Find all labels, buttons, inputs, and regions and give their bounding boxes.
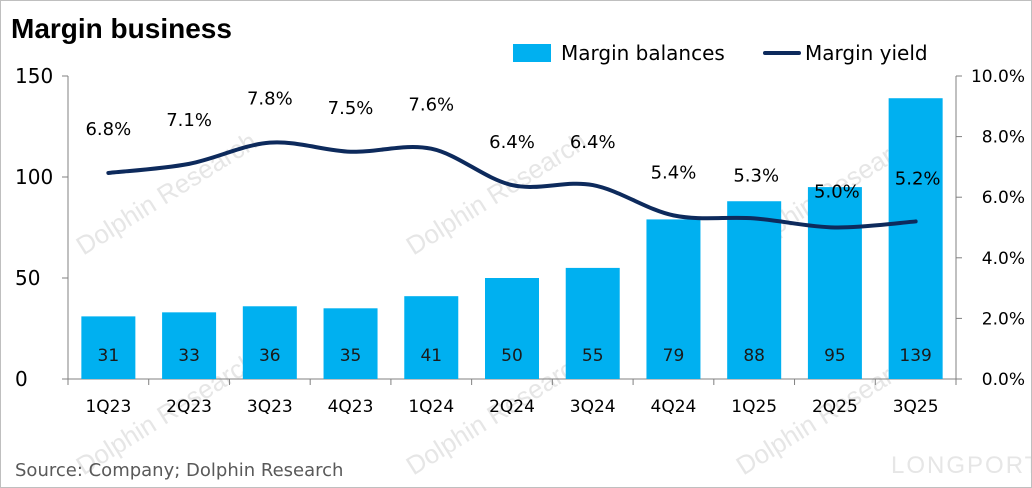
bar-value-label: 36	[259, 346, 281, 366]
x-tick-label: 4Q23	[328, 397, 374, 417]
x-tick-label: 1Q25	[731, 397, 777, 417]
x-tick-label: 2Q25	[812, 397, 858, 417]
bar-margin-balance	[404, 296, 459, 379]
bar-margin-balance	[485, 278, 539, 379]
y-right-tick-label: 10.0%	[971, 67, 1025, 87]
y-right-tick-label: 6.0%	[982, 188, 1025, 208]
y-right-tick-label: 8.0%	[982, 128, 1025, 148]
line-value-label: 6.4%	[489, 132, 535, 153]
line-value-label: 6.4%	[570, 132, 616, 153]
bar-margin-balance	[81, 316, 136, 379]
line-margin-yield	[106, 140, 918, 230]
bar-value-label: 41	[420, 346, 442, 366]
line-value-label: 5.3%	[733, 165, 779, 186]
legend-swatch-bar	[513, 44, 551, 62]
x-tick-label: 1Q23	[85, 397, 131, 417]
bar-margin-balance	[727, 201, 782, 379]
bar-value-label: 55	[582, 346, 604, 366]
bar-margin-balance	[242, 306, 297, 379]
y-right-tick-label: 0.0%	[982, 370, 1025, 390]
bar-value-label: 31	[98, 346, 120, 366]
bar-value-label: 95	[824, 346, 846, 366]
bar-margin-balance	[162, 312, 217, 379]
y-left-tick-label: 150	[15, 64, 53, 88]
x-tick-label: 2Q24	[489, 397, 535, 417]
bar-value-label: 50	[501, 346, 523, 366]
x-tick-label: 3Q23	[247, 397, 293, 417]
line-value-label: 5.0%	[814, 182, 860, 203]
x-tick-label: 4Q24	[651, 397, 697, 417]
line-value-label: 7.1%	[166, 110, 212, 131]
y-left-tick-label: 100	[15, 165, 53, 189]
bar-margin-balance	[565, 267, 620, 379]
bar-margin-balance	[888, 98, 943, 379]
legend-label-margin-yield: Margin yield	[805, 41, 928, 65]
line-value-label: 7.6%	[408, 95, 454, 116]
watermark-brand: LONGPORT	[891, 452, 1031, 479]
chart-title: Margin business	[11, 13, 232, 44]
bar-margin-balance	[646, 219, 701, 379]
y-left-tick-label: 50	[15, 266, 40, 290]
bar-margin-balance	[323, 308, 378, 379]
bar-margin-balance	[807, 187, 862, 379]
x-tick-label: 1Q24	[408, 397, 454, 417]
x-tick-label: 3Q25	[893, 397, 939, 417]
legend-swatch-line	[763, 51, 801, 55]
bar-value-label: 33	[178, 346, 200, 366]
legend-label-margin-balances: Margin balances	[561, 41, 725, 65]
y-left-tick-label: 0	[15, 367, 28, 391]
source-note: Source: Company; Dolphin Research	[15, 460, 344, 481]
bar-value-label: 88	[743, 346, 765, 366]
line-value-label: 5.2%	[895, 168, 941, 189]
y-right-tick-label: 4.0%	[982, 249, 1025, 269]
x-tick-label: 3Q24	[570, 397, 616, 417]
x-tick-label: 2Q23	[166, 397, 212, 417]
bar-value-label: 35	[340, 346, 362, 366]
y-right-tick-label: 2.0%	[982, 309, 1025, 329]
bar-value-label: 139	[899, 346, 931, 366]
line-value-label: 7.5%	[328, 98, 374, 119]
line-value-label: 5.4%	[651, 162, 697, 183]
line-value-label: 7.8%	[247, 89, 293, 110]
line-value-label: 6.8%	[85, 119, 131, 140]
watermark-text: Dolphin Research	[71, 126, 262, 261]
bar-value-label: 79	[663, 346, 685, 366]
